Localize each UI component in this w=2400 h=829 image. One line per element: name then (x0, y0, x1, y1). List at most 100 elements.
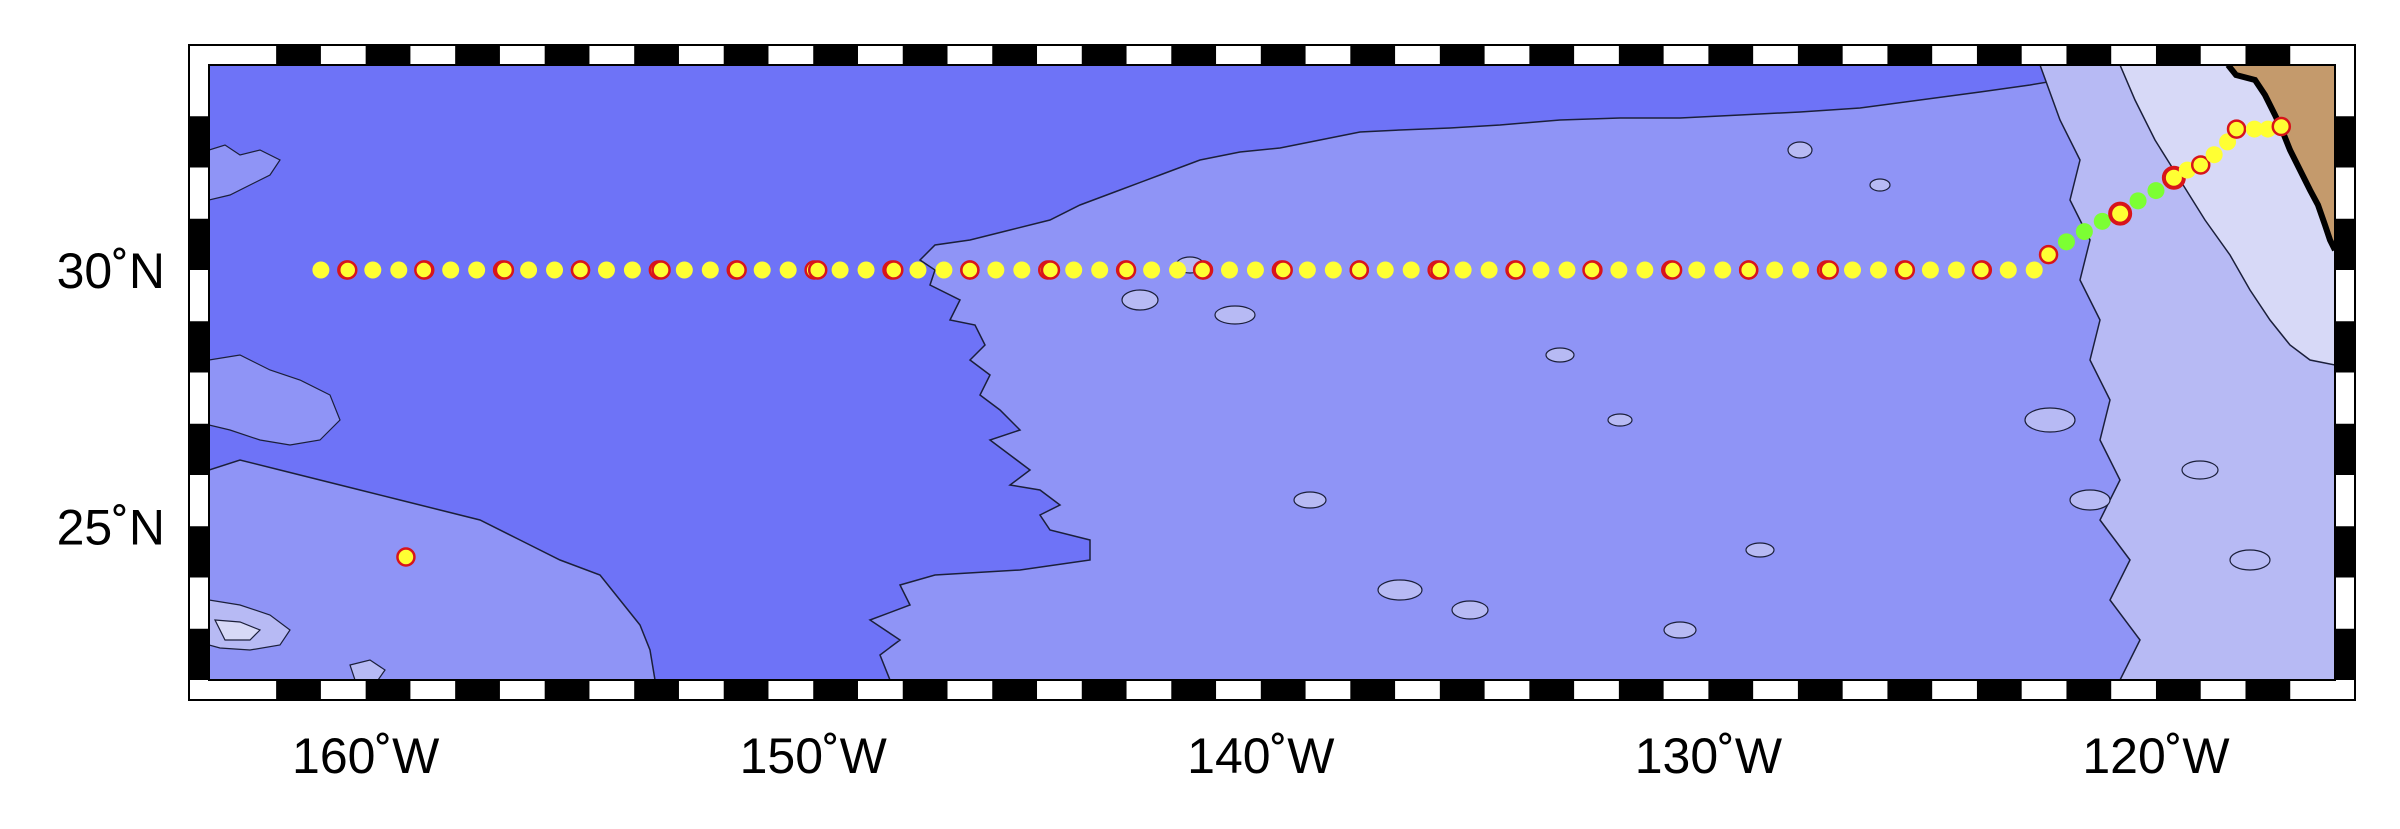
frame-block-bottom (1260, 680, 1306, 700)
frame-block-top (1618, 45, 1664, 65)
frame-block-right (2335, 218, 2355, 270)
station-green (2093, 212, 2111, 230)
axis-tick-labels: 160˚W 150˚W 140˚W 130˚W 120˚W 30˚N 25˚N (57, 243, 2231, 784)
frame-block-top (1171, 45, 1217, 65)
station-marked (1040, 260, 1061, 280)
station (312, 261, 330, 279)
west-shallow-patch-2 (213, 619, 262, 641)
frame-block-top (2155, 45, 2201, 65)
ocean-layer (209, 65, 2335, 680)
frame-block-left (189, 218, 209, 270)
frame-block-top (2066, 45, 2112, 65)
frame-block-bottom (1529, 680, 1575, 700)
station (1169, 261, 1187, 279)
station (623, 261, 641, 279)
station-marked (2271, 116, 2292, 137)
frame-block-top (455, 45, 500, 65)
frame-block-bottom (1976, 680, 2022, 700)
station-marked (1971, 260, 1992, 280)
station (468, 261, 486, 279)
station (1246, 261, 1264, 279)
station (831, 261, 849, 279)
station (1324, 261, 1342, 279)
station (1298, 261, 1316, 279)
west-mid-island-region (209, 354, 341, 446)
station (1869, 261, 1887, 279)
frame-block-bottom (1887, 680, 1933, 700)
station (1454, 261, 1472, 279)
frame-block-right (2335, 628, 2355, 680)
coastline (2225, 65, 2335, 252)
west-mid-ocean-region (209, 459, 656, 680)
station (987, 261, 1005, 279)
frame-block-bottom (1081, 680, 1127, 700)
station (1688, 261, 1706, 279)
station-marked (337, 260, 358, 280)
frame-block-top (544, 45, 590, 65)
frame-block-top (1797, 45, 1843, 65)
frame-block-left (189, 628, 209, 680)
station (597, 261, 615, 279)
frame-block-right (2335, 423, 2355, 475)
x-tick-label: 140˚W (1187, 728, 1335, 784)
y-tick-label: 30˚N (57, 243, 165, 299)
station (1921, 261, 1939, 279)
station-marked (1662, 260, 1683, 280)
station (675, 261, 693, 279)
station (2245, 120, 2263, 138)
station (857, 261, 875, 279)
station (520, 261, 538, 279)
frame-block-bottom (1797, 680, 1843, 700)
frame-block-top (1260, 45, 1306, 65)
station-marked (651, 260, 671, 280)
station-marked (727, 260, 747, 280)
station (546, 261, 564, 279)
station-marked (1430, 260, 1450, 280)
frame-block-bottom (1350, 680, 1396, 700)
station (1220, 261, 1238, 279)
station-green (2147, 182, 2165, 200)
station (1065, 261, 1083, 279)
station-marked (2190, 155, 2211, 175)
land-layer (2225, 65, 2335, 252)
station-green (2075, 223, 2093, 241)
x-tick-label: 130˚W (1635, 728, 1783, 784)
frame-block-top (723, 45, 769, 65)
frame-block-bottom (634, 680, 679, 700)
frame-block-top (992, 45, 1038, 65)
station (1714, 261, 1732, 279)
west-upper-island-region (209, 144, 281, 201)
frame-block-bottom (1439, 680, 1485, 700)
station (1091, 261, 1109, 279)
frame-block-top (1887, 45, 1933, 65)
station-green (2057, 233, 2075, 251)
station-marked (1895, 260, 1916, 280)
station (2025, 261, 2043, 279)
frame-block-top (634, 45, 679, 65)
frame-block-bottom (992, 680, 1038, 700)
station (1558, 261, 1576, 279)
frame-block-bottom (723, 680, 769, 700)
station (909, 261, 927, 279)
station-marked (414, 260, 434, 280)
station-marked (884, 260, 904, 280)
frame-block-right (2335, 526, 2355, 578)
frame-block-bottom (365, 680, 411, 700)
frame-block-top (902, 45, 948, 65)
station (1532, 261, 1550, 279)
west-shallow-patch-3 (349, 659, 386, 680)
station (2205, 146, 2223, 164)
station (701, 261, 719, 279)
station-marked (1116, 260, 1137, 280)
station-marked (494, 260, 515, 280)
frame-block-bottom (2245, 680, 2291, 700)
x-tick-label: 120˚W (2082, 728, 2230, 784)
station-marked (1819, 260, 1839, 280)
x-tick-label: 150˚W (740, 728, 888, 784)
station (390, 261, 408, 279)
frame-block-bottom (813, 680, 858, 700)
frame-block-left (189, 526, 209, 578)
frame-block-top (1529, 45, 1575, 65)
frame-block-top (365, 45, 411, 65)
frame-block-bottom (1171, 680, 1217, 700)
